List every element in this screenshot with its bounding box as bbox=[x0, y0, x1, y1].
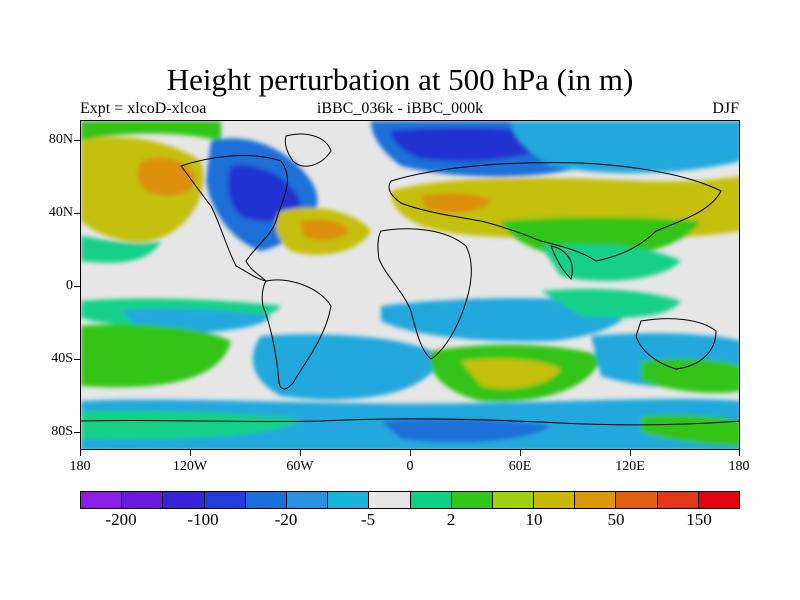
colorbar-swatch-6 bbox=[328, 492, 370, 508]
xlabel-180e: 180 bbox=[728, 459, 750, 474]
colorbar-label-50: 50 bbox=[607, 510, 625, 529]
contour-eastasia-blue bbox=[511, 121, 739, 173]
xtick-120w bbox=[190, 450, 191, 456]
coast-antarctica bbox=[81, 418, 739, 426]
colorbar-label-2: 2 bbox=[446, 510, 456, 529]
colorbar-swatch-13 bbox=[616, 492, 658, 508]
ylabel-40s: 40S bbox=[51, 351, 73, 366]
colorbar-swatch-4 bbox=[245, 492, 287, 508]
colorbar-swatch-3 bbox=[204, 492, 246, 508]
season-label: DJF bbox=[712, 100, 739, 117]
coastlines bbox=[81, 133, 739, 426]
coast-africa bbox=[377, 228, 472, 360]
map-svg bbox=[81, 121, 739, 449]
colorbar-swatch-8 bbox=[410, 492, 452, 508]
colorbar-label-minus5: -5 bbox=[360, 510, 376, 529]
contour-south-east-green bbox=[641, 358, 739, 393]
colorbar-swatch-11 bbox=[534, 492, 576, 508]
coast-south-america bbox=[261, 279, 332, 390]
colorbar-swatch-1 bbox=[122, 492, 164, 508]
xtick-180e bbox=[739, 450, 740, 456]
ylabel-80n: 80N bbox=[48, 132, 73, 147]
contour-southern-ocean-green bbox=[81, 410, 301, 440]
experiment-label: Expt = xlcoD-xlcoa bbox=[80, 100, 207, 117]
ytick-40s bbox=[74, 359, 80, 360]
contour-indian-green bbox=[541, 289, 681, 318]
xlabel-60e: 60E bbox=[508, 459, 532, 474]
colorbar-swatch-5 bbox=[286, 492, 329, 508]
xtick-60w bbox=[300, 450, 301, 456]
colorbar-swatch-10 bbox=[492, 492, 535, 508]
ytick-80n bbox=[74, 140, 80, 141]
colorbar-swatch-9 bbox=[451, 492, 493, 508]
colorbar-label-150: 150 bbox=[686, 510, 712, 529]
ylabel-80s: 80S bbox=[51, 424, 73, 439]
ytick-80s bbox=[74, 432, 80, 433]
contour-south-indian-yellow bbox=[461, 358, 561, 389]
xtick-180w bbox=[80, 450, 81, 456]
colorbar-swatch-2 bbox=[163, 492, 205, 508]
xtick-0 bbox=[410, 450, 411, 456]
colorbar bbox=[80, 491, 740, 509]
comparison-label: iBBC_036k - iBBC_000k bbox=[316, 100, 484, 117]
ylabel-40n: 40N bbox=[48, 205, 73, 220]
colorbar-label-minus200: -200 bbox=[105, 510, 137, 529]
ytick-0 bbox=[74, 286, 80, 287]
contour-north-pacific-orange bbox=[137, 157, 196, 197]
colorbar-label-minus100: -100 bbox=[187, 510, 219, 529]
xlabel-180w: 180 bbox=[69, 459, 91, 474]
contour-antarctic-blue bbox=[381, 418, 551, 443]
xtick-120e bbox=[630, 450, 631, 456]
colorbar-swatch-7 bbox=[369, 492, 411, 508]
coast-australia bbox=[635, 318, 717, 370]
colorbar-swatch-0 bbox=[81, 492, 123, 508]
coast-north-america bbox=[180, 155, 288, 282]
xtick-60e bbox=[520, 450, 521, 456]
xlabel-60w: 60W bbox=[286, 459, 314, 474]
colorbar-label-10: 10 bbox=[525, 510, 543, 529]
contour-asia-teal bbox=[541, 244, 681, 281]
contour-map bbox=[80, 120, 740, 450]
coast-india bbox=[550, 245, 573, 280]
xlabel-120e: 120E bbox=[615, 459, 645, 474]
contour-south-pacific-green bbox=[81, 324, 231, 388]
colorbar-swatch-15 bbox=[698, 492, 739, 508]
coast-eurasia bbox=[388, 162, 722, 262]
ylabel-0: 0 bbox=[66, 278, 73, 293]
contour-south-atlantic-teal bbox=[252, 334, 441, 400]
contour-north-pacific-green bbox=[81, 121, 221, 141]
xlabel-120w: 120W bbox=[172, 459, 208, 474]
contour-indian-teal bbox=[381, 298, 628, 342]
xlabel-0: 0 bbox=[406, 459, 414, 474]
contour-atlantic-orange bbox=[301, 219, 349, 241]
contour-north-america-core bbox=[228, 165, 301, 222]
colorbar-swatch-12 bbox=[575, 492, 617, 508]
colorbar-label-minus20: -20 bbox=[274, 510, 298, 529]
coast-greenland bbox=[284, 133, 332, 167]
ytick-40n bbox=[74, 213, 80, 214]
colorbar-swatch-14 bbox=[657, 492, 699, 508]
chart-title: Height perturbation at 500 hPa (in m) bbox=[166, 62, 634, 97]
contour-europe-orange bbox=[421, 193, 491, 213]
contour-pacific-teal bbox=[81, 236, 161, 263]
